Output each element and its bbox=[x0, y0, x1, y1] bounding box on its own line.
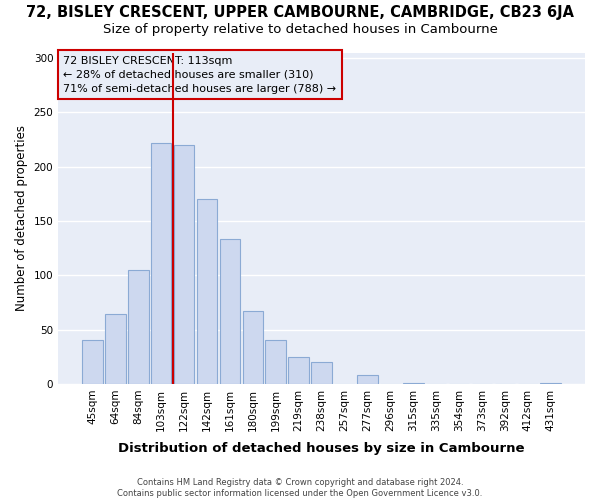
Bar bbox=[265, 340, 286, 384]
Bar bbox=[357, 375, 378, 384]
Bar bbox=[311, 362, 332, 384]
X-axis label: Distribution of detached houses by size in Cambourne: Distribution of detached houses by size … bbox=[118, 442, 525, 455]
Bar bbox=[403, 383, 424, 384]
Bar bbox=[541, 383, 561, 384]
Bar bbox=[242, 311, 263, 384]
Text: 72 BISLEY CRESCENT: 113sqm
← 28% of detached houses are smaller (310)
71% of sem: 72 BISLEY CRESCENT: 113sqm ← 28% of deta… bbox=[64, 56, 337, 94]
Text: Contains HM Land Registry data © Crown copyright and database right 2024.
Contai: Contains HM Land Registry data © Crown c… bbox=[118, 478, 482, 498]
Text: 72, BISLEY CRESCENT, UPPER CAMBOURNE, CAMBRIDGE, CB23 6JA: 72, BISLEY CRESCENT, UPPER CAMBOURNE, CA… bbox=[26, 5, 574, 20]
Bar bbox=[128, 270, 149, 384]
Bar bbox=[174, 145, 194, 384]
Bar bbox=[82, 340, 103, 384]
Bar bbox=[197, 199, 217, 384]
Y-axis label: Number of detached properties: Number of detached properties bbox=[15, 125, 28, 311]
Bar bbox=[289, 356, 309, 384]
Bar bbox=[220, 240, 240, 384]
Bar bbox=[151, 142, 172, 384]
Text: Size of property relative to detached houses in Cambourne: Size of property relative to detached ho… bbox=[103, 22, 497, 36]
Bar bbox=[105, 314, 125, 384]
